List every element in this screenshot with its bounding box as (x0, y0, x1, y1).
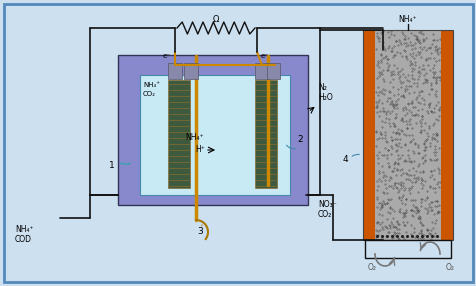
Bar (168, 80, 189, 188)
Text: COD: COD (15, 235, 32, 244)
Text: O₂: O₂ (445, 263, 454, 273)
Bar (362, 30, 374, 240)
Text: 1: 1 (109, 160, 115, 170)
Bar (374, 30, 440, 240)
Bar (362, 30, 452, 240)
Text: e⁻: e⁻ (260, 53, 268, 59)
Text: Ω: Ω (212, 15, 219, 25)
Text: NH₄⁺: NH₄⁺ (185, 134, 204, 142)
Text: NH₄⁺: NH₄⁺ (143, 82, 159, 88)
Text: NH₄⁺: NH₄⁺ (15, 225, 33, 234)
Text: CO₂: CO₂ (317, 210, 332, 219)
Text: CO₂: CO₂ (143, 91, 156, 97)
Text: H⁺: H⁺ (195, 146, 205, 154)
Bar (267, 63, 279, 79)
Bar (184, 63, 198, 79)
Text: NH₄⁺: NH₄⁺ (398, 15, 416, 24)
Bar (440, 30, 452, 240)
Bar (255, 63, 268, 79)
Bar (364, 240, 450, 258)
Text: 3: 3 (197, 227, 202, 237)
Text: N₂: N₂ (317, 84, 326, 92)
Text: O₂: O₂ (367, 263, 376, 273)
Bar (168, 63, 182, 79)
Text: NO₃⁻: NO₃⁻ (317, 200, 336, 209)
Bar (140, 75, 289, 195)
Text: 4: 4 (341, 156, 347, 164)
Text: H₂O: H₂O (317, 94, 332, 102)
Bar (255, 80, 277, 188)
Text: 2: 2 (297, 136, 302, 144)
Bar (118, 55, 307, 205)
Text: e⁻: e⁻ (163, 53, 170, 59)
